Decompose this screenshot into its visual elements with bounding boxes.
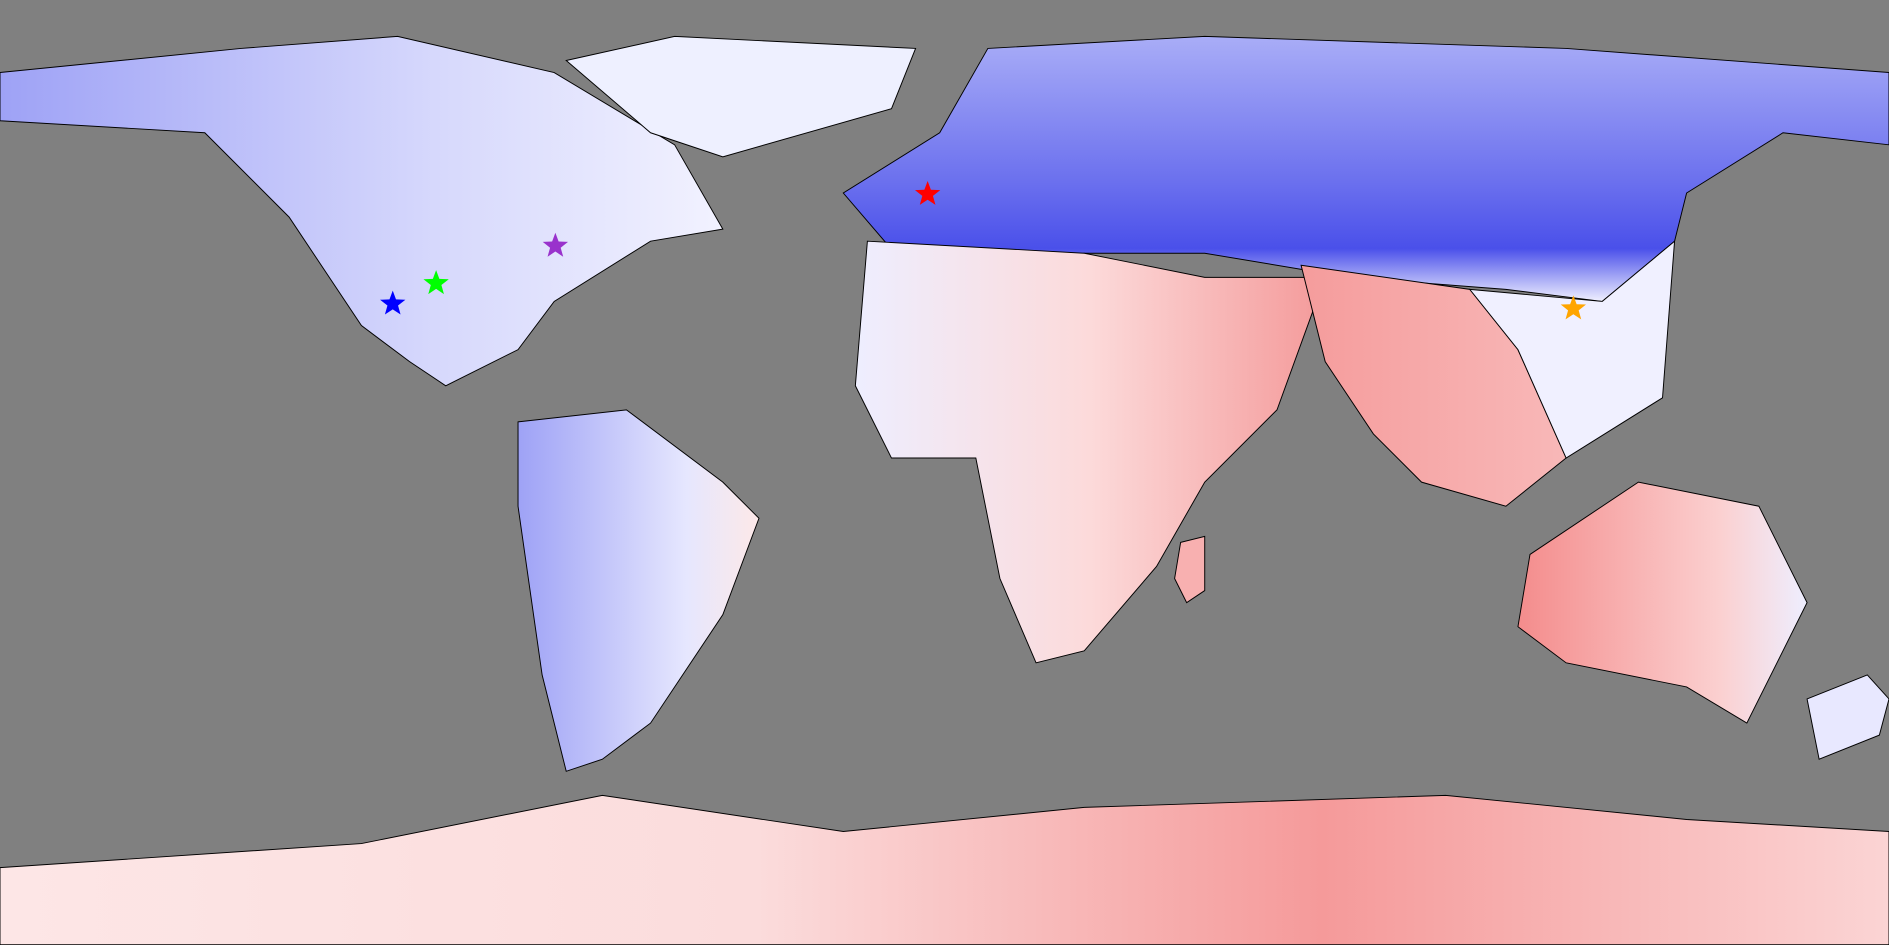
star-marker	[542, 232, 569, 257]
east-asia	[1468, 240, 1676, 459]
madagascar	[1174, 535, 1206, 604]
star-marker	[423, 270, 449, 295]
greenland	[565, 35, 917, 158]
star-marker	[914, 180, 941, 205]
africa	[854, 240, 1326, 664]
star-marker	[380, 290, 406, 315]
south-america	[517, 409, 760, 772]
new-zealand	[1806, 674, 1889, 760]
north-america	[0, 35, 724, 387]
australia	[1517, 481, 1808, 724]
star-marker	[1560, 295, 1587, 320]
